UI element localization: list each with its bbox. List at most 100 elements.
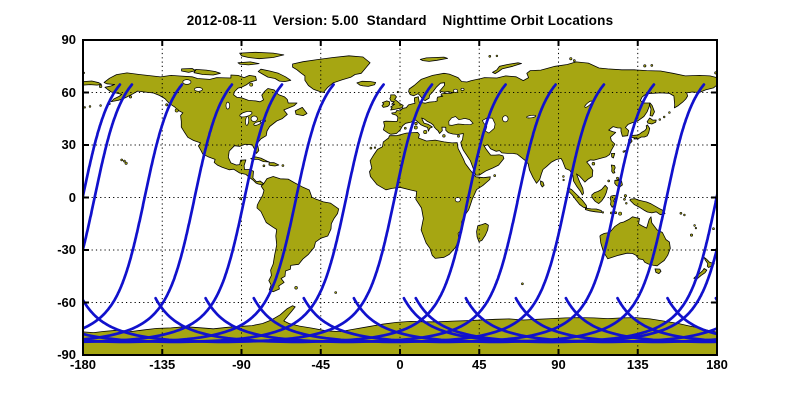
island <box>607 179 611 183</box>
landmass <box>584 207 602 213</box>
island <box>668 111 671 114</box>
island <box>679 212 683 215</box>
x-tick-label: 135 <box>626 357 649 372</box>
landmass <box>649 102 655 117</box>
orbit-track <box>154 83 507 344</box>
island <box>650 64 654 67</box>
island <box>174 108 179 113</box>
island <box>662 115 666 119</box>
plot-area <box>82 39 718 356</box>
landmass <box>611 153 616 159</box>
x-tick-label: -135 <box>149 357 176 372</box>
x-tick-label: 180 <box>706 357 728 372</box>
orbit-track <box>83 83 284 344</box>
x-tick-label: 45 <box>472 357 487 372</box>
island <box>693 224 696 227</box>
island <box>572 59 576 62</box>
island <box>423 130 428 135</box>
island <box>123 159 126 163</box>
landmass <box>292 55 371 93</box>
island <box>569 57 573 61</box>
lake <box>182 79 192 85</box>
lake <box>460 87 465 91</box>
landmass <box>476 223 489 242</box>
landmass <box>492 62 522 74</box>
island <box>614 211 618 214</box>
y-tick-label: -90 <box>57 347 76 362</box>
y-tick-label: -30 <box>57 242 76 257</box>
orbit-track <box>204 83 557 344</box>
island <box>689 233 693 237</box>
orbit-track <box>464 296 717 344</box>
orbit-tracks-layer <box>83 83 717 344</box>
island <box>88 105 92 108</box>
y-tick-label: -60 <box>57 294 76 310</box>
y-tick-label: 90 <box>61 32 76 47</box>
landmass <box>419 56 448 62</box>
island <box>712 227 715 230</box>
landmass <box>294 107 308 116</box>
island <box>99 84 103 89</box>
plot-frame <box>82 39 718 356</box>
x-tick-label: 90 <box>551 357 566 372</box>
landmass <box>654 268 662 274</box>
landmass <box>540 180 545 188</box>
island <box>601 211 605 214</box>
island <box>521 282 524 286</box>
inland-sea <box>448 116 474 126</box>
lake <box>453 88 458 93</box>
landmass <box>83 80 102 86</box>
lake <box>225 101 230 110</box>
orbit-track <box>83 83 234 341</box>
orbit-track <box>402 189 717 344</box>
plot-title: 2012-08-11 Version: 5.00 Standard Nightt… <box>186 13 614 28</box>
landmass <box>356 80 377 87</box>
landmass <box>256 176 340 293</box>
island <box>658 118 661 121</box>
landmass <box>646 117 657 125</box>
island <box>413 125 418 130</box>
island <box>488 54 492 58</box>
island <box>281 164 285 167</box>
y-tick-label: 30 <box>61 137 76 152</box>
y-tick-label: 0 <box>68 189 76 205</box>
x-tick-label: -45 <box>311 357 331 372</box>
island <box>495 54 499 58</box>
island <box>562 178 565 182</box>
island <box>622 150 625 153</box>
island <box>99 104 102 107</box>
landmass <box>239 51 285 60</box>
island <box>616 176 619 180</box>
landmass <box>610 164 616 174</box>
landmass <box>633 137 638 140</box>
orbit-track <box>352 83 706 344</box>
orbit-track <box>564 296 717 344</box>
island <box>643 64 647 68</box>
island <box>403 126 407 130</box>
landmass <box>237 61 260 66</box>
island <box>373 146 377 149</box>
x-tick-label: 0 <box>396 357 404 372</box>
lake <box>245 116 250 126</box>
island <box>239 197 242 200</box>
orbit-track <box>252 83 606 344</box>
orbit-track <box>514 296 717 344</box>
orbit-track <box>83 83 385 344</box>
island <box>562 175 565 178</box>
island <box>683 213 686 217</box>
island <box>128 95 132 99</box>
island <box>83 106 86 109</box>
landmass <box>181 68 197 73</box>
island <box>442 134 446 138</box>
landmass <box>268 162 280 167</box>
island <box>623 194 627 198</box>
lake <box>250 115 258 122</box>
orbit-track <box>714 296 717 303</box>
y-tick-label: 60 <box>61 84 76 100</box>
orbit-track <box>83 83 122 203</box>
grid-layer <box>83 40 717 355</box>
island <box>694 227 698 230</box>
landmass <box>566 187 588 209</box>
landmass <box>383 61 717 196</box>
